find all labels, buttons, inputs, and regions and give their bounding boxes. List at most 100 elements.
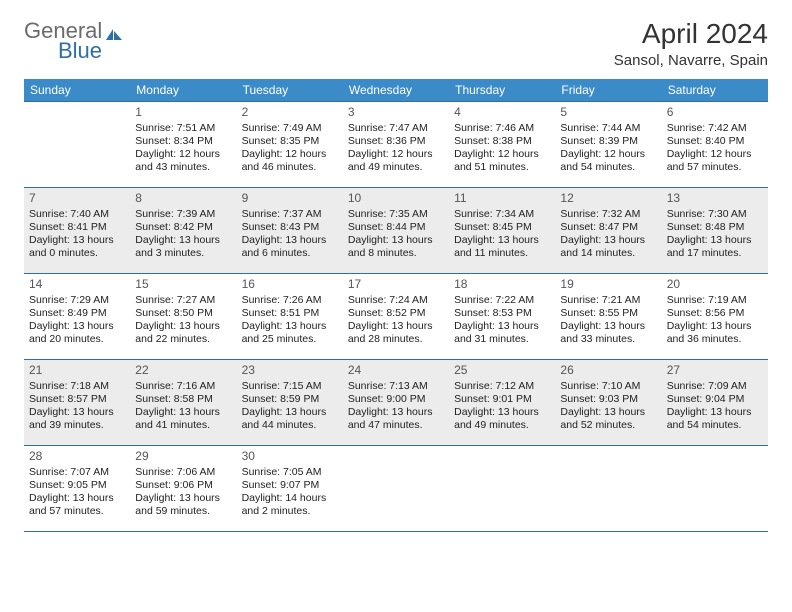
day-sunrise: Sunrise: 7:32 AM	[560, 208, 656, 221]
day-number: 22	[135, 363, 231, 378]
day-d2: and 11 minutes.	[454, 247, 550, 260]
calendar-day-cell: 8Sunrise: 7:39 AMSunset: 8:42 PMDaylight…	[130, 188, 236, 274]
calendar-day-cell: 7Sunrise: 7:40 AMSunset: 8:41 PMDaylight…	[24, 188, 130, 274]
calendar-day-cell: 25Sunrise: 7:12 AMSunset: 9:01 PMDayligh…	[449, 360, 555, 446]
day-sunset: Sunset: 8:43 PM	[242, 221, 338, 234]
day-number: 13	[667, 191, 763, 206]
day-number: 17	[348, 277, 444, 292]
day-sunset: Sunset: 8:52 PM	[348, 307, 444, 320]
day-d2: and 49 minutes.	[348, 161, 444, 174]
day-number: 29	[135, 449, 231, 464]
day-sunset: Sunset: 8:45 PM	[454, 221, 550, 234]
day-d2: and 8 minutes.	[348, 247, 444, 260]
day-sunset: Sunset: 9:03 PM	[560, 393, 656, 406]
calendar-day-cell: 3Sunrise: 7:47 AMSunset: 8:36 PMDaylight…	[343, 102, 449, 188]
day-d1: Daylight: 13 hours	[29, 492, 125, 505]
day-sunrise: Sunrise: 7:18 AM	[29, 380, 125, 393]
day-number: 23	[242, 363, 338, 378]
day-d2: and 41 minutes.	[135, 419, 231, 432]
day-d1: Daylight: 12 hours	[667, 148, 763, 161]
calendar-day-cell: 11Sunrise: 7:34 AMSunset: 8:45 PMDayligh…	[449, 188, 555, 274]
day-sunrise: Sunrise: 7:24 AM	[348, 294, 444, 307]
day-sunrise: Sunrise: 7:44 AM	[560, 122, 656, 135]
calendar-day-cell: 9Sunrise: 7:37 AMSunset: 8:43 PMDaylight…	[237, 188, 343, 274]
day-sunrise: Sunrise: 7:13 AM	[348, 380, 444, 393]
calendar-day-cell: 12Sunrise: 7:32 AMSunset: 8:47 PMDayligh…	[555, 188, 661, 274]
calendar-day-cell: 2Sunrise: 7:49 AMSunset: 8:35 PMDaylight…	[237, 102, 343, 188]
day-number: 26	[560, 363, 656, 378]
day-sunset: Sunset: 8:53 PM	[454, 307, 550, 320]
day-sunset: Sunset: 8:49 PM	[29, 307, 125, 320]
day-d1: Daylight: 13 hours	[667, 320, 763, 333]
day-sunset: Sunset: 9:05 PM	[29, 479, 125, 492]
calendar-week-row: 14Sunrise: 7:29 AMSunset: 8:49 PMDayligh…	[24, 274, 768, 360]
day-d1: Daylight: 12 hours	[135, 148, 231, 161]
day-d2: and 51 minutes.	[454, 161, 550, 174]
day-d1: Daylight: 13 hours	[560, 234, 656, 247]
calendar-day-cell	[555, 446, 661, 532]
weekday-header: Sunday	[24, 79, 130, 102]
day-number: 6	[667, 105, 763, 120]
day-d2: and 31 minutes.	[454, 333, 550, 346]
day-sunrise: Sunrise: 7:05 AM	[242, 466, 338, 479]
day-d1: Daylight: 12 hours	[454, 148, 550, 161]
day-sunset: Sunset: 8:39 PM	[560, 135, 656, 148]
day-d2: and 57 minutes.	[667, 161, 763, 174]
day-d2: and 6 minutes.	[242, 247, 338, 260]
weekday-header: Thursday	[449, 79, 555, 102]
day-sunset: Sunset: 8:57 PM	[29, 393, 125, 406]
day-d1: Daylight: 12 hours	[560, 148, 656, 161]
day-sunset: Sunset: 9:01 PM	[454, 393, 550, 406]
day-sunset: Sunset: 8:42 PM	[135, 221, 231, 234]
day-sunset: Sunset: 8:55 PM	[560, 307, 656, 320]
day-number: 21	[29, 363, 125, 378]
day-d2: and 46 minutes.	[242, 161, 338, 174]
month-title: April 2024	[614, 18, 768, 50]
weekday-header: Saturday	[662, 79, 768, 102]
day-d2: and 52 minutes.	[560, 419, 656, 432]
calendar-day-cell: 14Sunrise: 7:29 AMSunset: 8:49 PMDayligh…	[24, 274, 130, 360]
weekday-header-row: Sunday Monday Tuesday Wednesday Thursday…	[24, 79, 768, 102]
day-d2: and 33 minutes.	[560, 333, 656, 346]
calendar-day-cell: 26Sunrise: 7:10 AMSunset: 9:03 PMDayligh…	[555, 360, 661, 446]
calendar-week-row: 7Sunrise: 7:40 AMSunset: 8:41 PMDaylight…	[24, 188, 768, 274]
calendar-day-cell: 15Sunrise: 7:27 AMSunset: 8:50 PMDayligh…	[130, 274, 236, 360]
day-sunset: Sunset: 8:36 PM	[348, 135, 444, 148]
calendar-week-row: 28Sunrise: 7:07 AMSunset: 9:05 PMDayligh…	[24, 446, 768, 532]
day-d1: Daylight: 13 hours	[454, 234, 550, 247]
day-d1: Daylight: 13 hours	[135, 234, 231, 247]
day-sunset: Sunset: 8:34 PM	[135, 135, 231, 148]
day-sunset: Sunset: 9:04 PM	[667, 393, 763, 406]
calendar-day-cell: 1Sunrise: 7:51 AMSunset: 8:34 PMDaylight…	[130, 102, 236, 188]
day-d2: and 25 minutes.	[242, 333, 338, 346]
day-number: 19	[560, 277, 656, 292]
day-number: 3	[348, 105, 444, 120]
day-number: 15	[135, 277, 231, 292]
day-number: 18	[454, 277, 550, 292]
day-d1: Daylight: 14 hours	[242, 492, 338, 505]
day-sunrise: Sunrise: 7:12 AM	[454, 380, 550, 393]
day-d1: Daylight: 13 hours	[242, 320, 338, 333]
day-sunrise: Sunrise: 7:47 AM	[348, 122, 444, 135]
day-d1: Daylight: 13 hours	[454, 320, 550, 333]
day-number: 4	[454, 105, 550, 120]
calendar-day-cell	[24, 102, 130, 188]
day-sunset: Sunset: 8:58 PM	[135, 393, 231, 406]
calendar-day-cell: 20Sunrise: 7:19 AMSunset: 8:56 PMDayligh…	[662, 274, 768, 360]
calendar-day-cell: 19Sunrise: 7:21 AMSunset: 8:55 PMDayligh…	[555, 274, 661, 360]
logo: GeneralBlue	[24, 18, 124, 64]
day-sunrise: Sunrise: 7:34 AM	[454, 208, 550, 221]
day-d2: and 0 minutes.	[29, 247, 125, 260]
day-sunset: Sunset: 8:50 PM	[135, 307, 231, 320]
day-d2: and 20 minutes.	[29, 333, 125, 346]
header: GeneralBlue April 2024 Sansol, Navarre, …	[24, 18, 768, 69]
calendar-day-cell: 5Sunrise: 7:44 AMSunset: 8:39 PMDaylight…	[555, 102, 661, 188]
day-sunrise: Sunrise: 7:15 AM	[242, 380, 338, 393]
day-sunrise: Sunrise: 7:21 AM	[560, 294, 656, 307]
calendar-week-row: 1Sunrise: 7:51 AMSunset: 8:34 PMDaylight…	[24, 102, 768, 188]
calendar-page: GeneralBlue April 2024 Sansol, Navarre, …	[0, 0, 792, 542]
day-d1: Daylight: 13 hours	[667, 406, 763, 419]
weekday-header: Monday	[130, 79, 236, 102]
day-d1: Daylight: 13 hours	[135, 320, 231, 333]
day-number: 2	[242, 105, 338, 120]
